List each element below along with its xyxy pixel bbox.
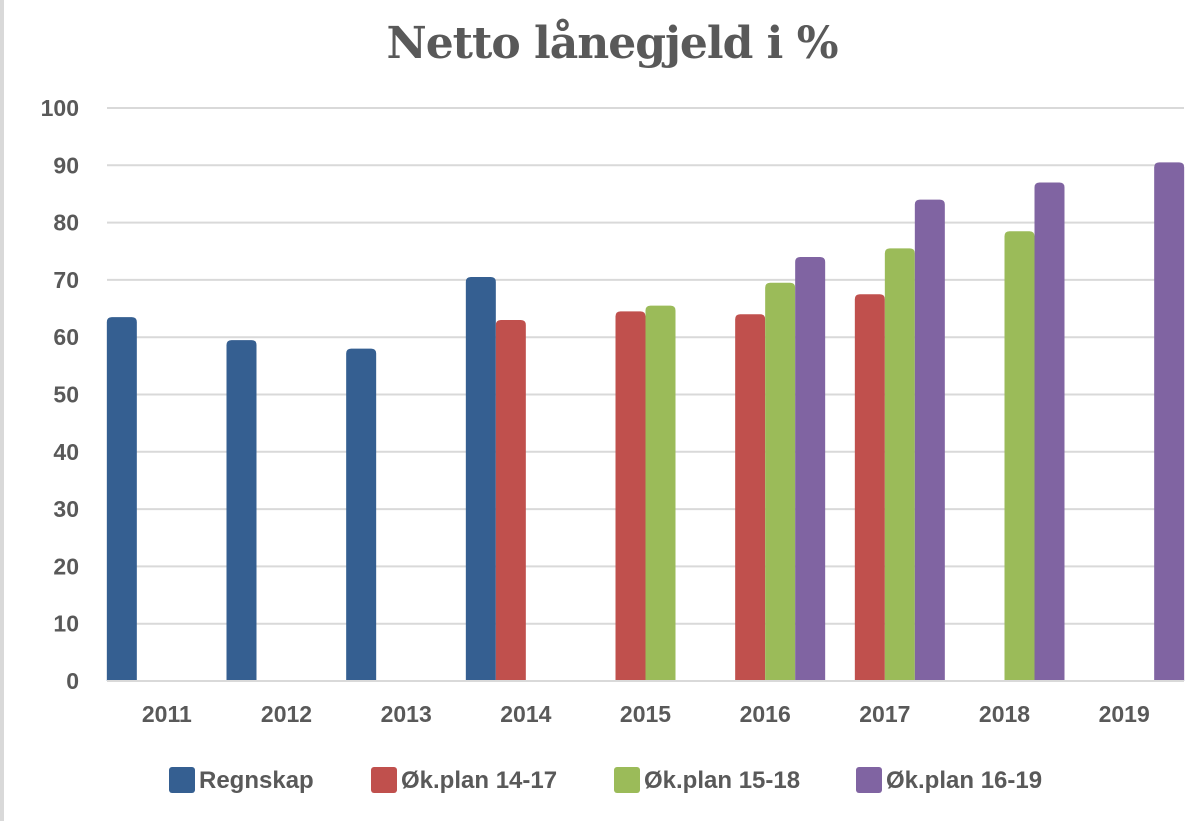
y-tick-label: 50 [53, 382, 79, 408]
y-tick-label: 40 [53, 439, 79, 465]
y-axis-ticks: 0 10 20 30 40 50 60 70 80 90 100 [41, 95, 79, 694]
x-tick-label: 2014 [500, 701, 551, 727]
y-tick-label: 80 [53, 210, 79, 236]
x-tick-label: 2018 [979, 701, 1030, 727]
bar [1004, 231, 1035, 681]
bar [615, 311, 646, 681]
x-tick-label: 2015 [620, 701, 671, 727]
legend-label: Øk.plan 15-18 [644, 767, 800, 794]
x-tick-label: 2013 [381, 701, 432, 727]
bar [106, 317, 137, 681]
bar [465, 277, 496, 681]
bar [346, 348, 377, 681]
legend: Regnskap Øk.plan 14-17 Øk.plan 15-18 Øk.pla… [169, 767, 1042, 794]
legend-label: Øk.plan 14-17 [401, 767, 557, 794]
y-tick-label: 60 [53, 324, 79, 350]
y-tick-label: 100 [41, 95, 79, 121]
y-tick-label: 70 [53, 267, 79, 293]
y-tick-label: 20 [53, 553, 79, 579]
chart-title: Netto lånegjeld i % [386, 18, 837, 69]
bar [226, 340, 257, 681]
y-tick-label: 0 [66, 668, 79, 694]
bars [106, 162, 1185, 682]
x-axis-ticks: 2011 2012 2013 2014 2015 2016 2017 2018 2019 [142, 701, 1150, 727]
bar [884, 248, 915, 681]
legend-swatch [169, 767, 195, 793]
bar [1034, 182, 1065, 682]
legend-swatch [614, 767, 640, 793]
bar [645, 305, 676, 681]
bar [854, 294, 885, 681]
y-tick-label: 10 [53, 611, 79, 637]
bar [1154, 162, 1185, 681]
bar [795, 256, 826, 681]
x-tick-label: 2011 [142, 701, 192, 727]
legend-label: Øk.plan 16-19 [886, 767, 1042, 794]
x-tick-label: 2017 [859, 701, 910, 727]
bar-chart: Netto lånegjeld i % 0 10 20 30 40 50 60 70 80 90 1… [41, 18, 1185, 794]
legend-label: Regnskap [199, 767, 314, 794]
bar [735, 314, 766, 681]
x-tick-label: 2016 [740, 701, 791, 727]
y-tick-label: 30 [53, 496, 79, 522]
x-tick-label: 2012 [261, 701, 312, 727]
bar [765, 282, 796, 681]
bar [495, 320, 526, 681]
y-tick-label: 90 [53, 152, 79, 178]
bar [914, 199, 945, 681]
x-tick-label: 2019 [1099, 701, 1150, 727]
legend-swatch [856, 767, 882, 793]
legend-swatch [371, 767, 397, 793]
